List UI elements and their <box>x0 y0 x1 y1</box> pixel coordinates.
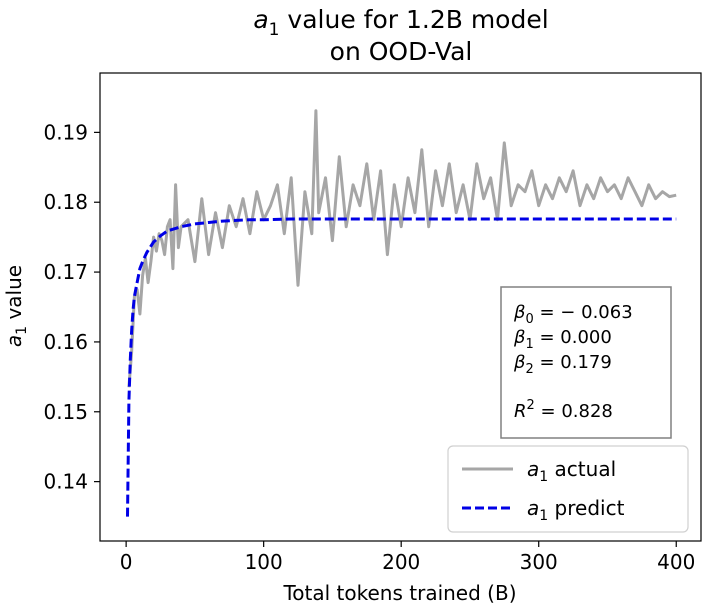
y-tick-label: 0.17 <box>43 260 88 284</box>
legend: a1 actual a1 predict <box>447 445 689 533</box>
x-tick-label: 400 <box>657 550 695 574</box>
series-line-predict <box>126 217 677 517</box>
y-tick-label: 0.14 <box>43 470 88 494</box>
series-line-actual <box>127 109 677 388</box>
y-axis-label: a1 value <box>2 265 30 347</box>
fit-stats-box: β0 = − 0.063 β1 = 0.000 β2 = 0.179 R2 = … <box>500 286 672 439</box>
beta0-text: β0 = − 0.063 <box>513 302 633 327</box>
x-axis-label: Total tokens trained (B) <box>282 581 516 605</box>
y-tick-label: 0.15 <box>43 400 88 424</box>
x-tick-label: 200 <box>382 550 420 574</box>
legend-label-actual: a1 actual <box>527 457 616 485</box>
y-tick-label: 0.19 <box>43 120 88 144</box>
legend-label-predict: a1 predict <box>527 496 625 524</box>
x-tick-label: 300 <box>520 550 558 574</box>
chart-title-line1: a1 value for 1.2B model <box>253 5 548 40</box>
y-tick-label: 0.18 <box>43 190 88 214</box>
plot-frame <box>99 72 702 542</box>
beta1-text: β1 = 0.000 <box>513 327 612 352</box>
x-tick-label: 0 <box>120 550 133 574</box>
y-tick-label: 0.16 <box>43 330 88 354</box>
axis-ticks: 0 100 200 300 400 0.14 0.15 0.16 0.17 0.18 0.19 <box>43 120 695 574</box>
series-layer <box>126 109 677 517</box>
r-squared-text: R2 = 0.828 <box>514 398 613 422</box>
beta2-text: β2 = 0.179 <box>513 352 612 377</box>
chart-title-line2: on OOD-Val <box>330 37 473 66</box>
fit-stats-border <box>500 286 672 439</box>
x-tick-label: 100 <box>245 550 283 574</box>
